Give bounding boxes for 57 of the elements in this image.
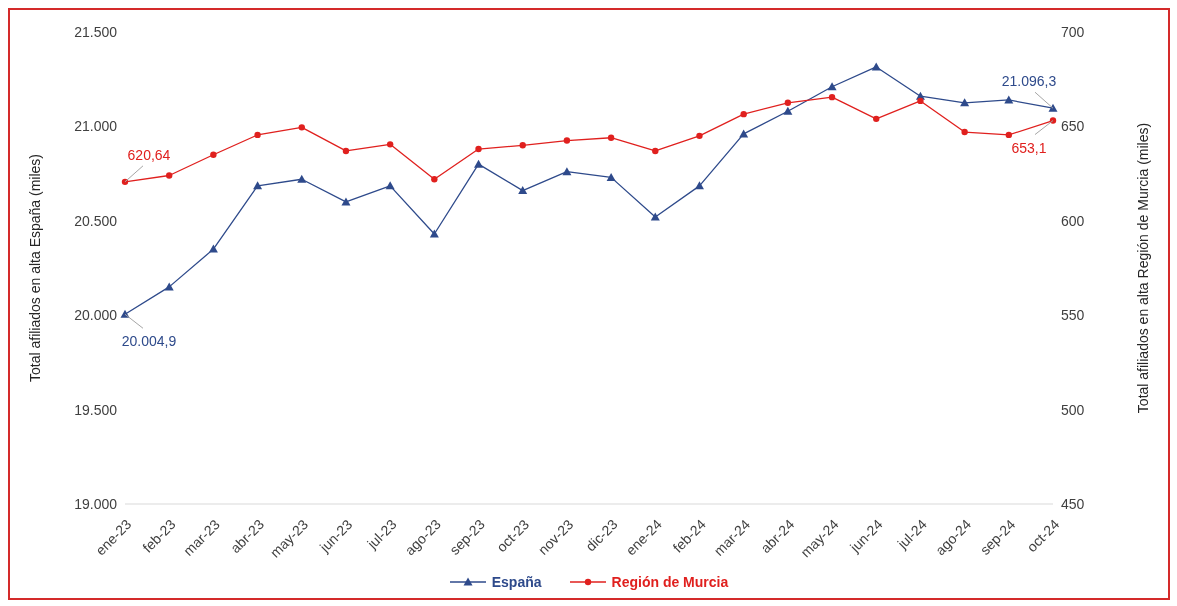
point <box>475 145 482 153</box>
point <box>164 282 174 291</box>
data-label: 653,1 <box>1011 139 1047 156</box>
point <box>210 151 217 158</box>
point <box>917 97 924 105</box>
y-tick-label: 21.500 <box>74 23 118 40</box>
point <box>783 106 793 115</box>
y2-tick-label: 600 <box>1061 212 1085 229</box>
point <box>960 98 970 107</box>
data-label: 21.096,3 <box>1001 73 1057 90</box>
point <box>739 129 749 138</box>
data-label: 620,64 <box>127 146 171 163</box>
point <box>961 128 968 136</box>
point <box>385 181 395 190</box>
point <box>694 181 704 190</box>
point <box>342 147 350 155</box>
y2-tick-label: 700 <box>1061 23 1085 40</box>
y2-tick-label: 550 <box>1061 307 1085 324</box>
point <box>254 131 261 139</box>
y2-tick-label: 650 <box>1061 118 1085 135</box>
point <box>298 124 305 131</box>
point <box>1048 103 1058 112</box>
y2-tick-label: 450 <box>1061 495 1085 512</box>
point <box>606 172 616 181</box>
point <box>474 159 484 168</box>
point <box>431 176 438 183</box>
point <box>386 141 394 148</box>
point <box>562 167 572 176</box>
point <box>828 93 836 101</box>
point <box>429 229 439 238</box>
point <box>650 212 660 221</box>
point <box>253 181 263 190</box>
legend-label: España <box>490 574 542 590</box>
y-tick-label: 21.000 <box>74 118 118 135</box>
point <box>873 115 880 123</box>
y-tick-label: 20.000 <box>74 307 118 324</box>
point <box>297 174 307 183</box>
point <box>827 82 837 91</box>
point <box>165 172 173 179</box>
point <box>519 142 526 149</box>
point <box>1005 131 1013 139</box>
y2-tick-label: 500 <box>1061 401 1085 418</box>
point <box>652 147 659 155</box>
point <box>208 244 218 253</box>
y-axis-title: Total afiliados en alta España (miles) <box>26 153 43 383</box>
legend-label: Región de Murcia <box>610 574 729 590</box>
point <box>740 110 747 118</box>
point <box>696 132 703 140</box>
y2-axis-title: Total afiliados en alta Región de Murcia (miles) <box>1134 122 1151 414</box>
y-tick-label: 19.000 <box>74 495 118 512</box>
point <box>563 137 571 144</box>
point <box>518 186 528 195</box>
point <box>784 99 792 106</box>
y-tick-label: 20.500 <box>74 212 118 229</box>
y-tick-label: 19.500 <box>74 401 118 418</box>
data-label: 20.004,9 <box>121 333 177 350</box>
point <box>607 134 615 141</box>
